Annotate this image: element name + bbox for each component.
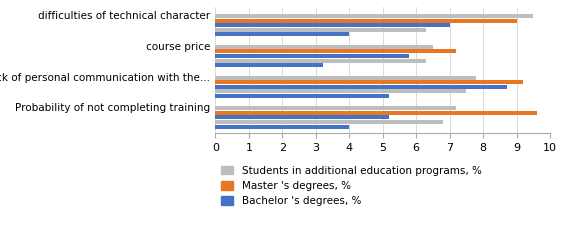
Bar: [215, 106, 456, 110]
Bar: [215, 89, 466, 93]
Bar: [215, 85, 506, 89]
Bar: [215, 115, 390, 120]
Bar: [215, 14, 533, 18]
Bar: [215, 111, 536, 115]
Bar: [215, 120, 443, 124]
Bar: [215, 63, 323, 67]
Legend: Students in additional education programs, %, Master 's degrees, %, Bachelor 's : Students in additional education program…: [221, 166, 481, 206]
Bar: [215, 80, 523, 84]
Bar: [215, 54, 409, 58]
Bar: [215, 19, 517, 23]
Bar: [215, 76, 476, 80]
Bar: [215, 28, 426, 32]
Bar: [215, 45, 433, 49]
Bar: [215, 125, 349, 129]
Bar: [215, 49, 456, 53]
Bar: [215, 59, 426, 63]
Bar: [215, 94, 390, 98]
Bar: [215, 23, 450, 27]
Bar: [215, 33, 349, 36]
